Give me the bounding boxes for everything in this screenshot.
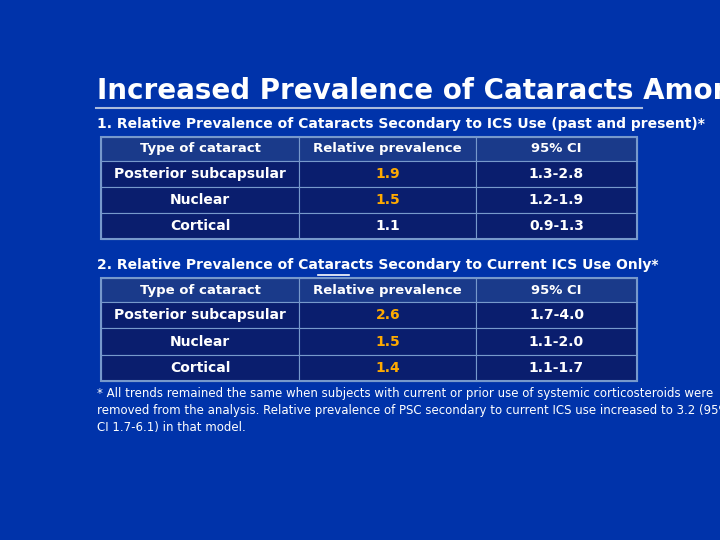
- Bar: [476, 355, 636, 381]
- Text: 1.1-2.0: 1.1-2.0: [529, 334, 584, 348]
- Text: Cortical: Cortical: [170, 219, 230, 233]
- Bar: [476, 213, 636, 239]
- Text: 95% CI: 95% CI: [531, 143, 582, 156]
- Text: Type of cataract: Type of cataract: [140, 143, 261, 156]
- Text: 0.9-1.3: 0.9-1.3: [529, 219, 584, 233]
- Bar: [101, 137, 300, 161]
- Text: Nuclear: Nuclear: [170, 193, 230, 207]
- Bar: [101, 328, 300, 355]
- Text: * All trends remained the same when subjects with current or prior use of system: * All trends remained the same when subj…: [97, 387, 720, 434]
- Text: Nuclear: Nuclear: [170, 334, 230, 348]
- Text: Cortical: Cortical: [170, 361, 230, 375]
- Text: Relative prevalence: Relative prevalence: [313, 284, 462, 296]
- Text: 1.5: 1.5: [375, 193, 400, 207]
- Text: 1.7-4.0: 1.7-4.0: [529, 308, 584, 322]
- Bar: [101, 278, 300, 302]
- Text: 1.3-2.8: 1.3-2.8: [529, 167, 584, 181]
- Bar: [101, 137, 636, 239]
- Bar: [101, 213, 300, 239]
- Text: 1.4: 1.4: [375, 361, 400, 375]
- Text: Type of cataract: Type of cataract: [140, 284, 261, 296]
- Text: 1.5: 1.5: [375, 334, 400, 348]
- Text: 95% CI: 95% CI: [531, 284, 582, 296]
- Text: 1.2-1.9: 1.2-1.9: [529, 193, 584, 207]
- Text: Posterior subcapsular: Posterior subcapsular: [114, 167, 286, 181]
- Bar: [300, 278, 476, 302]
- Text: Increased Prevalence of Cataracts Among ICS Users: Increased Prevalence of Cataracts Among …: [97, 77, 720, 105]
- Text: Relative prevalence: Relative prevalence: [313, 143, 462, 156]
- Bar: [300, 213, 476, 239]
- Bar: [476, 278, 636, 302]
- Bar: [300, 355, 476, 381]
- Bar: [300, 187, 476, 213]
- Text: 1.9: 1.9: [375, 167, 400, 181]
- Bar: [101, 302, 300, 328]
- Bar: [101, 187, 300, 213]
- Bar: [476, 187, 636, 213]
- Text: 2. Relative Prevalence of Cataracts Secondary to Current ICS Use Only*: 2. Relative Prevalence of Cataracts Seco…: [97, 258, 659, 272]
- Bar: [476, 137, 636, 161]
- Bar: [300, 161, 476, 187]
- Bar: [101, 161, 300, 187]
- Text: 1.1-1.7: 1.1-1.7: [529, 361, 584, 375]
- Text: 1.1: 1.1: [375, 219, 400, 233]
- Text: 1. Relative Prevalence of Cataracts Secondary to ICS Use (past and present)*: 1. Relative Prevalence of Cataracts Seco…: [97, 117, 705, 131]
- Bar: [101, 278, 636, 381]
- Bar: [300, 328, 476, 355]
- Text: 2.6: 2.6: [375, 308, 400, 322]
- Bar: [476, 302, 636, 328]
- Bar: [476, 328, 636, 355]
- Text: Posterior subcapsular: Posterior subcapsular: [114, 308, 286, 322]
- Bar: [300, 302, 476, 328]
- Bar: [300, 137, 476, 161]
- Bar: [476, 161, 636, 187]
- Bar: [101, 355, 300, 381]
